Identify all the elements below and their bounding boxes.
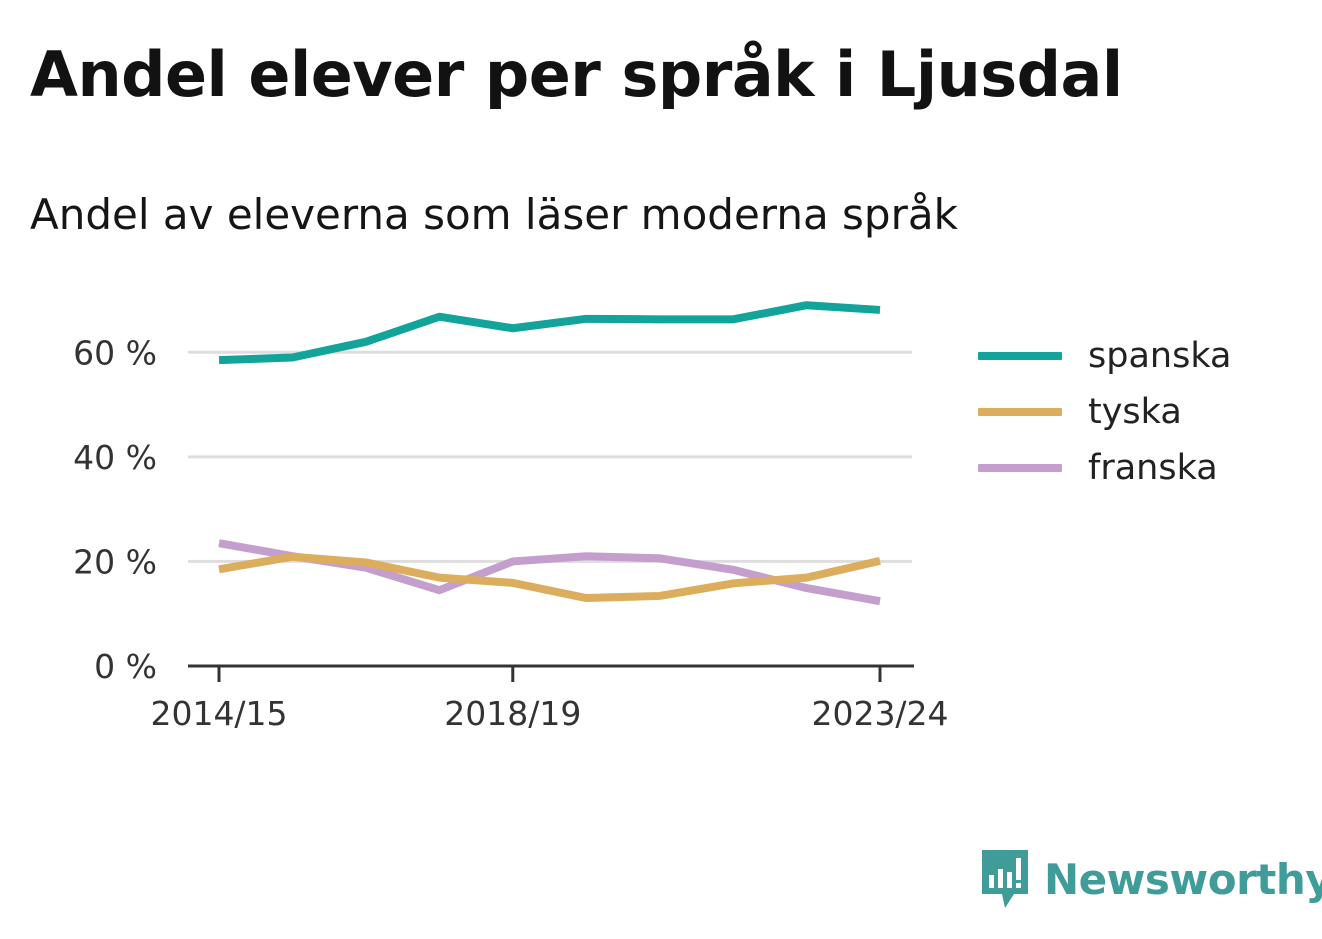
chart-subtitle: Andel av eleverna som läser moderna språ… — [30, 190, 958, 239]
legend-item: franska — [978, 440, 1231, 496]
series-line-spanska — [218, 301, 881, 365]
brand-name: Newsworthy — [1044, 854, 1322, 904]
y-tick-label: 0 % — [94, 647, 157, 686]
line-chart: 0 % 20 % 40 % 60 % 2014/15 2018/19 2023/24 — [73, 301, 949, 733]
bar-chart-speech-bubble-icon — [982, 850, 1028, 908]
brand-logo: Newsworthy — [980, 848, 1322, 910]
y-tick-label: 60 % — [73, 333, 157, 372]
legend-item: spanska — [978, 328, 1231, 384]
series-line-tyska — [218, 552, 881, 603]
x-tick-label: 2014/15 — [150, 694, 287, 733]
legend-swatch — [978, 408, 1062, 416]
x-tick-label: 2023/24 — [811, 694, 948, 733]
legend-item: tyska — [978, 384, 1231, 440]
chart-legend: spanska tyska franska — [978, 328, 1231, 496]
x-tick-label: 2018/19 — [444, 694, 581, 733]
legend-swatch — [978, 464, 1062, 472]
legend-label: franska — [1088, 448, 1218, 488]
y-tick-label: 40 % — [73, 438, 157, 477]
chart-title: Andel elever per språk i Ljusdal — [30, 38, 1123, 111]
legend-swatch — [978, 352, 1062, 360]
legend-label: spanska — [1088, 336, 1232, 376]
legend-label: tyska — [1088, 392, 1182, 432]
y-tick-label: 20 % — [73, 542, 157, 581]
